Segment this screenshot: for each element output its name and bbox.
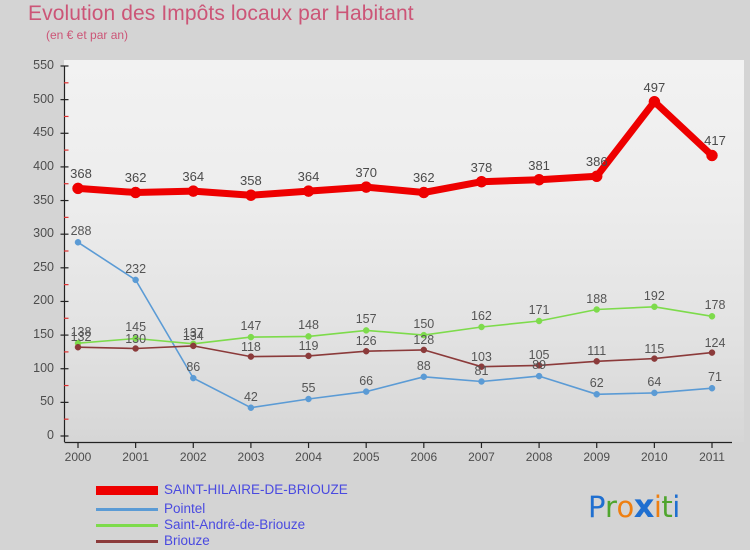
y-axis-tick-label: 150 (33, 327, 54, 342)
data-point-label: 417 (704, 133, 726, 149)
legend-item-label: Briouze (164, 533, 210, 549)
data-point-label: 157 (355, 312, 377, 327)
data-point-label: 115 (644, 341, 665, 356)
x-axis-tick-label: 2008 (525, 450, 553, 464)
x-axis-tick-label: 2003 (237, 450, 265, 464)
legend-color-swatch (96, 485, 158, 495)
data-point-label: 71 (708, 370, 722, 385)
y-axis-tick-label: 250 (33, 259, 54, 274)
data-point-label: 128 (413, 332, 435, 347)
legend-item-label: Pointel (164, 501, 206, 517)
x-axis-tick-label: 2000 (64, 450, 92, 464)
data-point-label: 138 (70, 325, 92, 340)
y-axis-tick-label: 200 (33, 293, 54, 308)
legend-item-label: Saint-André-de-Briouze (164, 517, 306, 533)
data-point-label: 364 (182, 169, 205, 185)
data-point-label: 66 (359, 373, 374, 388)
y-axis-tick-label: 500 (33, 91, 54, 106)
data-point-label: 89 (532, 358, 547, 373)
data-point-label: 386 (585, 154, 608, 170)
data-point-label: 192 (643, 288, 665, 303)
data-point-label: 62 (589, 376, 604, 391)
proxiti-logo: Proxiti (588, 487, 680, 525)
data-point-label: 171 (528, 302, 550, 317)
data-point-label: 119 (298, 338, 319, 353)
y-axis-tick-label: 550 (33, 58, 54, 72)
data-point-label: 358 (240, 173, 262, 189)
data-point-label: 162 (471, 309, 492, 324)
data-point-label: 178 (704, 298, 726, 313)
data-point-label: 118 (240, 339, 261, 354)
x-axis-tick-label: 2010 (641, 450, 668, 464)
data-point-label: 381 (528, 157, 550, 173)
data-point-label: 103 (471, 349, 492, 364)
x-axis-tick-label: 2002 (179, 450, 207, 464)
y-axis-tick-label: 450 (33, 125, 54, 140)
x-axis-tick-label: 2005 (352, 450, 380, 464)
x-axis-tick-label: 2011 (699, 450, 725, 464)
data-point-label: 124 (704, 335, 726, 350)
data-point-label: 88 (416, 358, 431, 373)
legend-item-1[interactable]: Pointel (96, 501, 348, 517)
data-point-label: 188 (586, 291, 608, 306)
y-axis-tick-label: 50 (40, 394, 54, 409)
data-point-label: 81 (474, 363, 489, 378)
data-point-label: 126 (355, 334, 377, 349)
page-title: Evolution des Impôts locaux par Habitant (28, 2, 414, 25)
data-point-label: 137 (182, 325, 204, 340)
logo-letter: t (661, 490, 673, 524)
data-point-label: 111 (587, 344, 607, 359)
legend-item-2[interactable]: Saint-André-de-Briouze (96, 517, 348, 533)
data-point-label: 147 (240, 319, 262, 334)
logo-letter: i (653, 490, 662, 524)
data-point-label: 362 (412, 170, 435, 186)
y-axis-tick-label: 100 (33, 360, 54, 375)
y-axis-tick-label: 350 (33, 192, 54, 207)
page-subtitle: (en € et par an) (46, 28, 129, 42)
logo-letter: o (616, 490, 634, 524)
logo-letter: r (605, 490, 617, 524)
data-point-label: 232 (125, 261, 147, 276)
x-axis-tick-label: 2006 (410, 450, 438, 464)
data-point-label: 288 (70, 224, 92, 239)
y-axis-tick-label: 300 (33, 226, 54, 241)
chart-legend: SAINT-HILAIRE-DE-BRIOUZE Pointel Saint-And… (96, 482, 348, 549)
data-point-label: 362 (124, 170, 147, 186)
data-point-label: 105 (528, 348, 550, 363)
logo-letter: P (588, 490, 606, 524)
x-axis-tick-label: 2009 (583, 450, 611, 464)
x-axis-tick-label: 2007 (468, 450, 495, 464)
data-point-label: 370 (355, 165, 378, 181)
y-axis-tick-label: 400 (33, 158, 54, 173)
y-axis-tick-label: 0 (47, 428, 54, 442)
data-point-label: 148 (298, 318, 319, 333)
legend-item-3[interactable]: Briouze (96, 533, 348, 549)
x-axis-tick-label: 2001 (122, 450, 149, 464)
data-point-label: 64 (647, 374, 662, 389)
logo-letter: i (672, 490, 680, 524)
legend-color-swatch (96, 523, 158, 527)
legend-item-label: SAINT-HILAIRE-DE-BRIOUZE (164, 482, 348, 498)
data-point-label: 378 (470, 159, 493, 175)
data-point-label: 368 (70, 166, 92, 182)
legend-color-swatch (96, 507, 158, 511)
data-point-label: 497 (643, 79, 666, 95)
data-point-label: 130 (125, 331, 147, 346)
legend-item-0[interactable]: SAINT-HILAIRE-DE-BRIOUZE (96, 482, 348, 501)
x-axis-tick-label: 2004 (295, 450, 322, 464)
data-point-label: 134 (182, 328, 204, 343)
data-point-label: 364 (297, 169, 320, 185)
data-point-label: 145 (125, 320, 147, 335)
data-point-label: 150 (413, 317, 435, 332)
data-point-label: 132 (70, 330, 92, 345)
data-point-label: 86 (186, 360, 201, 375)
data-point-label: 55 (301, 381, 316, 395)
legend-color-swatch (96, 539, 158, 543)
data-point-label: 42 (243, 389, 258, 404)
logo-letter: x (633, 487, 655, 525)
